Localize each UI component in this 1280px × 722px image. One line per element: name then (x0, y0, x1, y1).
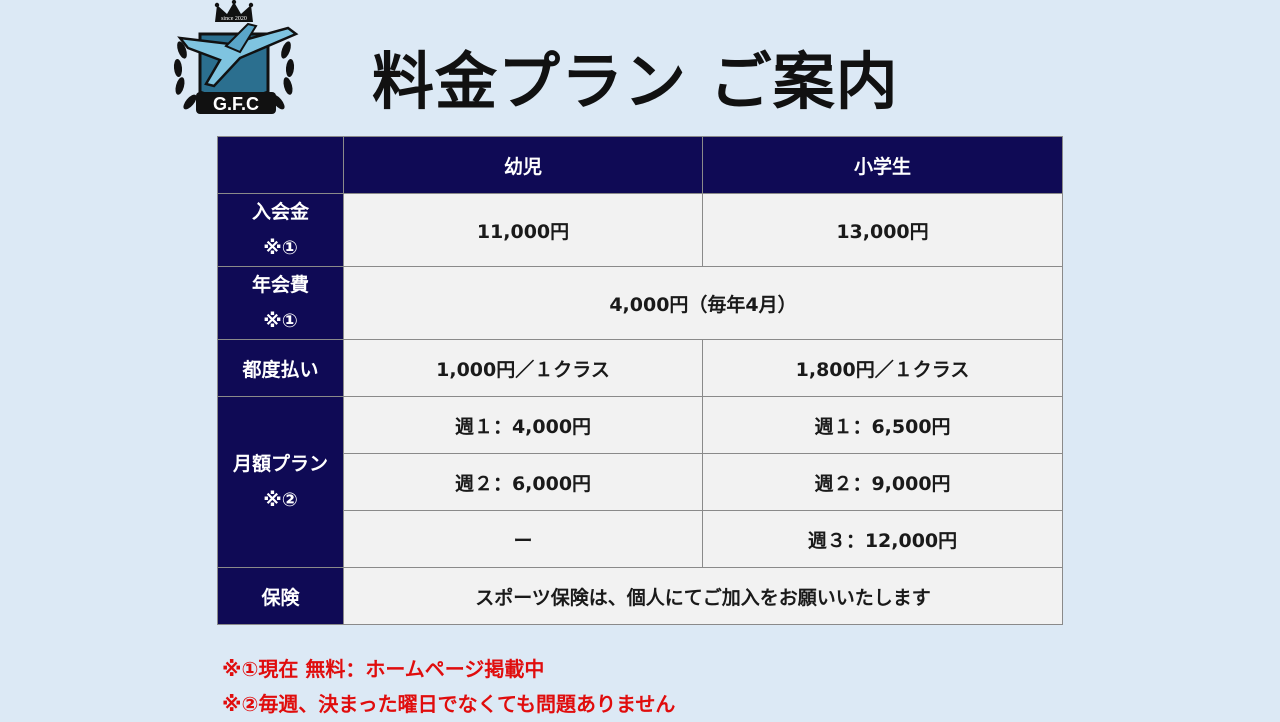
header-elementary: 小学生 (702, 136, 1063, 194)
footnote-2: ※②毎週、決まった曜日でなくても問題ありません (222, 692, 676, 716)
monthly-elementary-1: 週１：6,500円 (702, 396, 1063, 454)
header-corner-cell (217, 136, 344, 194)
row-per-visit: 都度払い 1,000円／１クラス 1,800円／１クラス (217, 339, 1063, 397)
footnote-1: ※①現在 無料：ホームページ掲載中 (222, 657, 545, 681)
header-infant: 幼児 (343, 136, 703, 194)
label-annual-fee: 年会費 ※① (217, 266, 344, 340)
label-monthly-plan: 月額プラン ※② (217, 396, 344, 568)
row-monthly-2: 週２：6,000円 週２：9,000円 (218, 453, 1063, 511)
monthly-infant-2: 週２：6,000円 (343, 453, 703, 511)
label-insurance: 保険 (217, 567, 344, 625)
monthly-elementary-3: 週３：12,000円 (702, 510, 1063, 568)
price-table: 幼児 小学生 入会金 ※① 11,000円 13,000円 年会費 ※① 4,0… (217, 136, 1063, 625)
monthly-infant-3: ー (343, 510, 703, 568)
row-monthly-3: ー 週３：12,000円 (218, 510, 1063, 568)
insurance-value: スポーツ保険は、個人にてご加入をお願いいたします (343, 567, 1063, 625)
label-per-visit: 都度払い (217, 339, 344, 397)
table-header-row: 幼児 小学生 (217, 136, 1063, 194)
admission-elementary: 13,000円 (702, 193, 1063, 267)
gfc-logo: since 2020 G.F.C (173, 0, 299, 114)
row-insurance: 保険 スポーツ保険は、個人にてご加入をお願いいたします (217, 567, 1063, 625)
annual-fee-value: 4,000円（毎年4月） (343, 266, 1063, 340)
label-admission: 入会金 ※① (217, 193, 344, 267)
crown-icon (214, 0, 254, 22)
admission-infant: 11,000円 (343, 193, 703, 267)
laurel-wreath-icon (173, 41, 295, 110)
page-title: 料金プラン ご案内 (372, 45, 899, 118)
per-visit-elementary: 1,800円／１クラス (702, 339, 1063, 397)
row-admission: 入会金 ※① 11,000円 13,000円 (217, 193, 1063, 267)
airplane-icon (177, 22, 299, 88)
per-visit-infant: 1,000円／１クラス (343, 339, 703, 397)
row-monthly-1: 月額プラン ※② 週１：4,000円 週１：6,500円 (217, 396, 1063, 568)
logo-badge-text: G.F.C (213, 94, 259, 114)
row-annual-fee: 年会費 ※① 4,000円（毎年4月） (217, 266, 1063, 340)
logo-since-text: since 2020 (221, 16, 247, 22)
footnotes: ※①現在 無料：ホームページ掲載中 ※②毎週、決まった曜日でなくても問題ありませ… (222, 652, 675, 722)
monthly-infant-1: 週１：4,000円 (343, 396, 703, 454)
monthly-elementary-2: 週２：9,000円 (702, 453, 1063, 511)
